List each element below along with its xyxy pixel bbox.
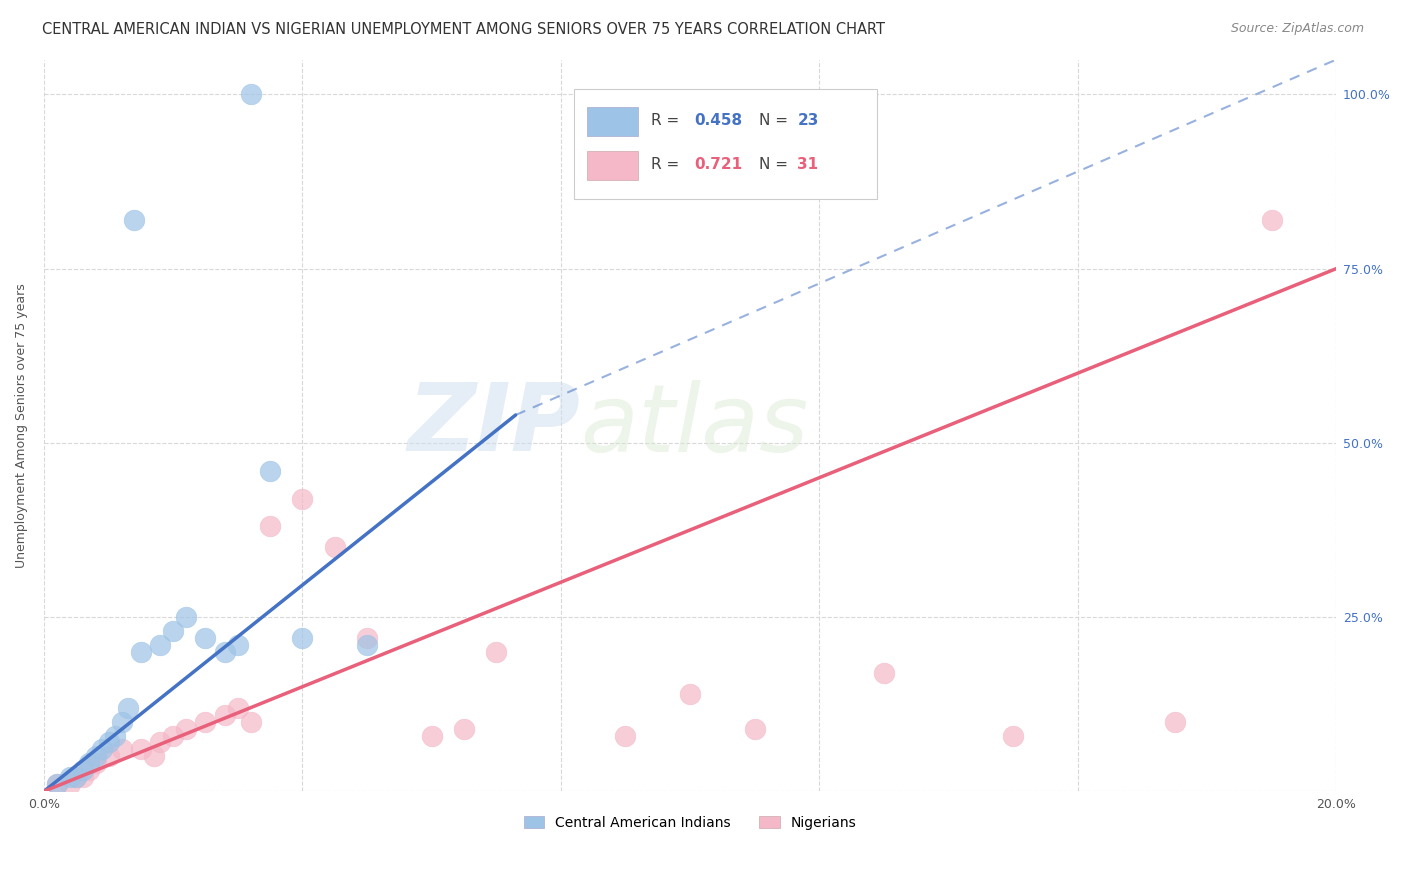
Point [356, 638, 378, 652]
Point [65, 770, 87, 784]
Point [214, 645, 236, 659]
Point [91, 742, 114, 756]
Point [77, 764, 100, 778]
Point [65, 770, 87, 784]
FancyBboxPatch shape [586, 151, 638, 180]
Point [1260, 212, 1282, 227]
Text: ZIP: ZIP [408, 379, 581, 472]
Text: N =: N = [759, 157, 793, 172]
Point [226, 638, 249, 652]
Point [59, 770, 82, 784]
Point [104, 729, 127, 743]
Point [174, 610, 197, 624]
Point [110, 742, 132, 756]
Point [214, 707, 236, 722]
Point [259, 519, 281, 533]
Point [239, 87, 262, 102]
Point [291, 491, 314, 506]
Point [239, 714, 262, 729]
Text: 0.458: 0.458 [695, 112, 742, 128]
Point [485, 645, 508, 659]
Text: 31: 31 [797, 157, 818, 172]
Text: 0.721: 0.721 [695, 157, 742, 172]
Point [291, 631, 314, 645]
FancyBboxPatch shape [586, 107, 638, 136]
Point [84, 749, 107, 764]
Point [259, 464, 281, 478]
Point [162, 729, 184, 743]
Point [174, 722, 197, 736]
Point [129, 742, 152, 756]
Point [1002, 729, 1025, 743]
Point [194, 714, 217, 729]
Text: CENTRAL AMERICAN INDIAN VS NIGERIAN UNEMPLOYMENT AMONG SENIORS OVER 75 YEARS COR: CENTRAL AMERICAN INDIAN VS NIGERIAN UNEM… [42, 22, 886, 37]
Y-axis label: Unemployment Among Seniors over 75 years: Unemployment Among Seniors over 75 years [15, 283, 28, 568]
Text: Source: ZipAtlas.com: Source: ZipAtlas.com [1230, 22, 1364, 36]
Point [149, 735, 172, 749]
Point [45, 777, 67, 791]
Point [149, 638, 172, 652]
Point [77, 756, 100, 771]
Text: atlas: atlas [581, 380, 808, 471]
Point [323, 541, 346, 555]
Point [117, 700, 139, 714]
Point [72, 770, 94, 784]
Text: 23: 23 [797, 112, 818, 128]
Point [72, 764, 94, 778]
Point [162, 624, 184, 638]
Point [110, 714, 132, 729]
Point [614, 729, 637, 743]
Point [420, 729, 443, 743]
Point [129, 645, 152, 659]
Point [84, 756, 107, 771]
Point [124, 212, 146, 227]
Point [45, 777, 67, 791]
Point [453, 722, 475, 736]
FancyBboxPatch shape [574, 89, 877, 199]
Point [194, 631, 217, 645]
Point [142, 749, 165, 764]
Point [679, 687, 702, 701]
Text: R =: R = [651, 157, 685, 172]
Point [873, 665, 896, 680]
Point [226, 700, 249, 714]
Point [59, 777, 82, 791]
Text: N =: N = [759, 112, 793, 128]
Text: R =: R = [651, 112, 685, 128]
Point [1163, 714, 1185, 729]
Point [356, 631, 378, 645]
Point [97, 749, 120, 764]
Point [744, 722, 766, 736]
Point [97, 735, 120, 749]
Legend: Central American Indians, Nigerians: Central American Indians, Nigerians [517, 811, 862, 836]
